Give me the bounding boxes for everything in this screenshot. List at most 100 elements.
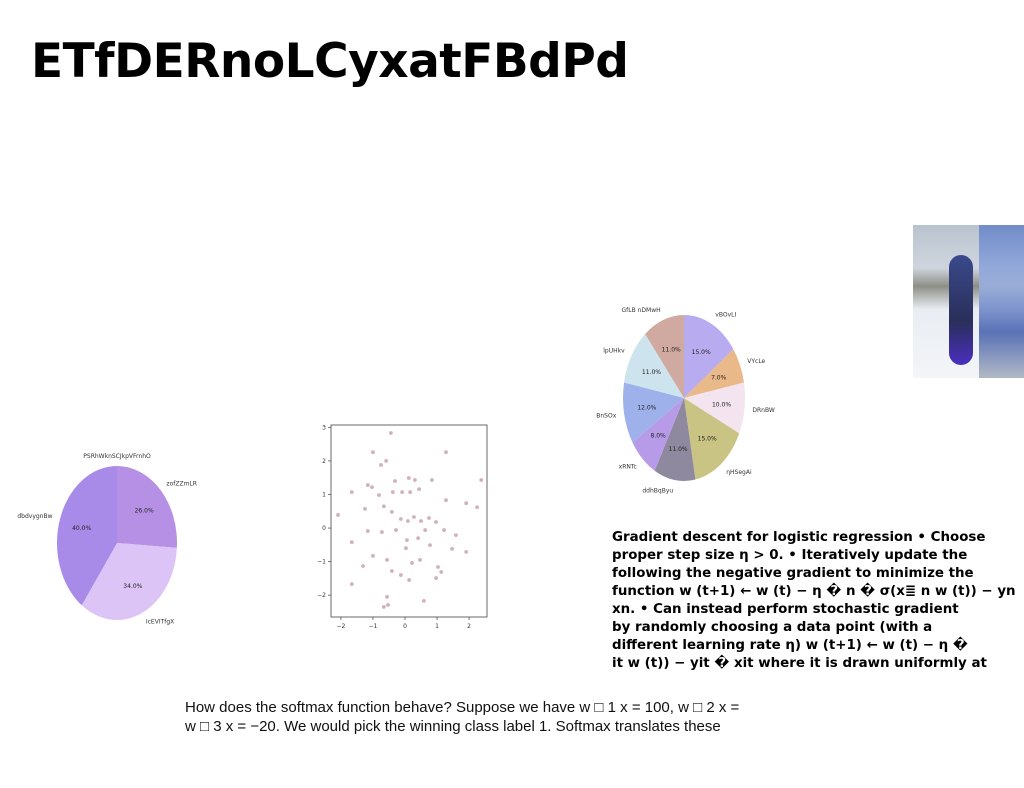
scatter-point	[379, 463, 383, 467]
scatter-point	[336, 513, 340, 517]
scatter-point	[430, 478, 434, 482]
scatter-point	[363, 507, 367, 511]
scatter-point	[408, 490, 413, 495]
scatter-point	[406, 476, 411, 480]
scatter-point	[400, 490, 405, 495]
pie-value-label: 11.0%	[662, 347, 681, 354]
text-line: Gradient descent for logistic regression…	[612, 530, 986, 545]
scatter-point	[439, 570, 444, 574]
scatter-point	[427, 516, 431, 520]
scatter-point	[434, 520, 438, 524]
pie-slice	[684, 315, 734, 398]
scatter-point	[454, 533, 458, 537]
pie-value-label: 11.0%	[642, 369, 661, 376]
scatter-point	[381, 504, 386, 509]
x-tick-label: 0	[403, 623, 407, 630]
pie-slice	[654, 398, 696, 481]
scatter-point	[361, 564, 365, 568]
legend-label: BnSOx	[596, 413, 616, 420]
scatter-point	[380, 530, 384, 534]
scatter-point	[421, 598, 426, 603]
scatter-point	[464, 501, 469, 506]
pie-slice	[624, 334, 684, 398]
scatter-point	[412, 515, 416, 519]
scatter-point	[407, 578, 412, 582]
scatter-point	[394, 528, 398, 532]
y-tick-label: 1	[322, 491, 326, 498]
slide-title: ETfDERnoLCyxatFBdPd	[31, 34, 629, 89]
pie-slice	[81, 543, 177, 621]
legend-label: ηHSegAi	[726, 469, 752, 476]
text-line: by randomly choosing a data point (with …	[612, 620, 933, 635]
scatter-point	[365, 529, 370, 533]
x-tick-label: −1	[369, 623, 378, 630]
scatter-point	[389, 431, 393, 435]
pie-slice	[684, 349, 744, 398]
scatter-point	[479, 478, 484, 482]
text-line: function w (t+1) ← w (t) − η � n � σ(x≣ …	[612, 584, 1016, 599]
pie-value-label: 12.0%	[637, 405, 656, 412]
y-tick-label: 2	[322, 458, 326, 465]
legend-label: GfLB nDMwH	[621, 307, 660, 314]
scatter-point	[384, 459, 388, 463]
scatter-point	[349, 582, 354, 587]
text-line: it w (t)) − yit � xit where it is drawn …	[612, 656, 987, 671]
scatter-point	[349, 540, 354, 545]
scatter-point	[404, 546, 408, 551]
text-line: How does the softmax function behave? Su…	[185, 699, 740, 716]
pie-value-label: 10.0%	[712, 401, 731, 408]
scatter-point	[386, 603, 390, 607]
photo	[913, 225, 1024, 378]
y-tick-label: 3	[322, 424, 326, 431]
scatter-point	[393, 479, 397, 483]
legend-label: IcEVITfgX	[146, 619, 174, 626]
scatter-point	[381, 605, 386, 609]
text-line: following the negative gradient to minim…	[612, 566, 974, 581]
scatter-point	[405, 538, 409, 543]
scatter-point	[417, 487, 421, 492]
scatter-point	[419, 519, 423, 523]
scatter-point	[410, 561, 414, 565]
y-tick-label: −1	[317, 559, 326, 566]
scatter-point	[416, 536, 421, 541]
pie-value-label: 34.0%	[123, 583, 142, 590]
legend-label: DRnBW	[752, 407, 774, 414]
legend-label: vBOvLI	[715, 311, 736, 318]
pie-value-label: 26.0%	[135, 507, 154, 514]
scatter-point	[370, 485, 374, 489]
legend-label: lpUHkv	[603, 347, 625, 354]
legend-label: dbdvygnBw	[17, 513, 52, 520]
legend-label: ddhBqByu	[642, 488, 673, 495]
pie-slice	[684, 398, 740, 480]
footer-text: How does the softmax function behave? Su…	[185, 698, 739, 736]
text-line: different learning rate η) w (t+1) ← w (…	[612, 638, 968, 653]
pie-value-label: 15.0%	[698, 436, 717, 443]
text-line: proper step size η > 0. • Iteratively up…	[612, 548, 968, 563]
x-tick-label: 1	[435, 623, 439, 630]
scatter-point	[413, 478, 417, 482]
pie-slice	[684, 382, 745, 434]
scatter-point	[464, 549, 469, 554]
text-line: w □ 3 x = −20. We would pick the winning…	[185, 718, 721, 735]
pie-value-label: 40.0%	[72, 525, 91, 532]
scatter-point	[385, 594, 389, 599]
pie-title: PSRhWknSCJkpVFrnhO	[83, 453, 151, 460]
pie-slice	[645, 315, 684, 398]
legend-label: VYcLe	[747, 358, 765, 365]
scatter-point	[398, 517, 403, 521]
scatter-point	[398, 573, 403, 577]
pie-value-label: 8.0%	[650, 433, 666, 440]
notes-text: Gradient descent for logistic regression…	[612, 529, 1016, 673]
x-tick-label: −2	[337, 623, 346, 630]
scatter-point	[436, 565, 440, 569]
pie-value-label: 15.0%	[692, 349, 711, 356]
text-line: xn. • Can instead perform stochastic gra…	[612, 602, 959, 617]
scatter-point	[377, 493, 381, 498]
scatter-point	[349, 490, 354, 495]
pie-slice	[56, 466, 117, 606]
scatter-point	[389, 569, 394, 573]
pie-slice	[632, 398, 684, 471]
